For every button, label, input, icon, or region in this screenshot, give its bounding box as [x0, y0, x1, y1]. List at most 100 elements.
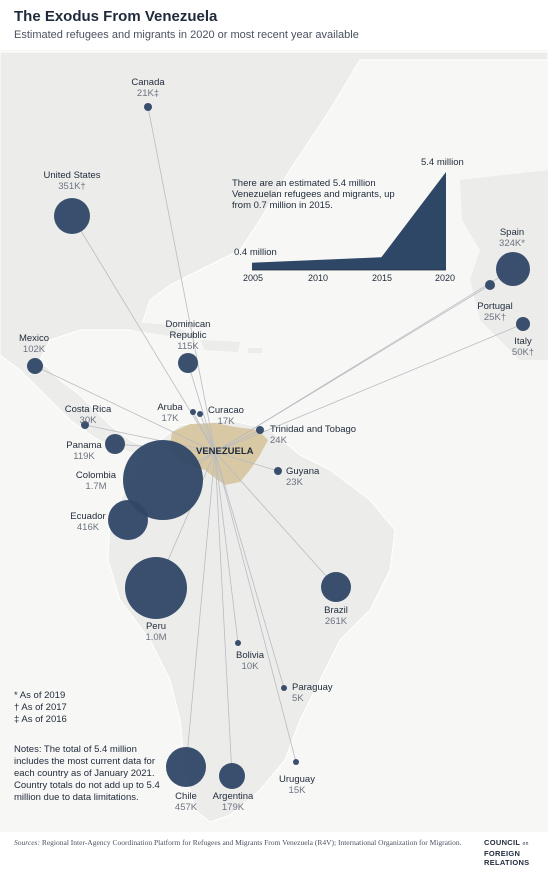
inset-min-label: 0.4 million: [234, 247, 277, 258]
country-label: Canada 21K‡: [131, 77, 164, 99]
footnotes: * As of 2019 † As of 2017 ‡ As of 2016: [14, 690, 67, 726]
country-name: Curacao: [208, 405, 244, 416]
country-value: 324K*: [499, 238, 525, 249]
country-name: Italy: [514, 336, 532, 347]
country-bubble: [108, 500, 148, 540]
country-value: 50K†: [511, 347, 535, 358]
country-name: Colombia: [75, 470, 117, 481]
country-value: 115K: [177, 341, 199, 352]
country-name: Chile: [175, 791, 197, 802]
country-bubble: [81, 421, 89, 429]
country-label: Chile 457K: [175, 791, 197, 813]
country-label: Spain 324K*: [499, 227, 525, 249]
flow-line: [199, 413, 216, 453]
country-value: 351K†: [58, 181, 86, 192]
country-label: Costa Rica 30K: [65, 404, 111, 426]
country-bubble: [125, 557, 187, 619]
country-name: Uruguay: [279, 774, 315, 785]
cfr-logo: COUNCIL on FOREIGN RELATIONS: [484, 838, 529, 867]
country-name: Panama: [66, 440, 102, 451]
flow-line: [185, 451, 216, 768]
country-bubble: [54, 198, 90, 234]
country-label: Brazil 261K: [324, 605, 348, 627]
country-value: 416K: [76, 522, 100, 533]
inset-tick: 2020: [435, 273, 456, 283]
country-name: United States: [43, 170, 101, 181]
country-label: Trinidad and Tobago 24K: [270, 424, 356, 446]
flow-line: [214, 451, 285, 689]
country-label: Dominican Republic 115K: [153, 319, 223, 352]
cuba-island: [110, 320, 200, 338]
country-name: Ecuador: [70, 511, 106, 522]
flow-line: [214, 451, 233, 777]
flow-line: [214, 284, 491, 453]
country-name: Aruba: [157, 402, 183, 413]
inset-tick: 2015: [372, 273, 393, 283]
country-bubble: [235, 640, 241, 646]
country-label: Ecuador 416K: [70, 511, 105, 533]
inset-tick: 2005: [243, 273, 264, 283]
north-america-landmass: [0, 51, 548, 456]
inset-tick: 2010: [308, 273, 329, 283]
flow-line: [214, 429, 261, 453]
country-bubble: [27, 358, 43, 374]
country-value: 23K: [286, 477, 303, 488]
flow-line: [214, 451, 337, 588]
country-label: Paraguay 5K: [292, 682, 333, 704]
country-value: 457K: [174, 802, 198, 813]
footnote: * As of 2019: [14, 690, 66, 701]
country-bubble: [321, 572, 351, 602]
country-value: 179K: [221, 802, 245, 813]
country-bubble: [190, 409, 196, 415]
country-bubble: [281, 685, 287, 691]
flow-line: [214, 451, 279, 472]
country-bubble: [178, 353, 198, 373]
country-label: Uruguay 15K: [279, 774, 315, 796]
country-name: Paraguay: [292, 682, 333, 693]
country-name: Guyana: [286, 466, 320, 477]
notes: Notes: The total of 5.4 million includes…: [14, 744, 160, 803]
country-label: Argentina 179K: [213, 791, 254, 813]
country-name: Dominican Republic: [165, 319, 211, 341]
country-value: 102K: [22, 344, 46, 355]
country-bubble: [496, 252, 530, 286]
country-value: 1.7M: [85, 481, 107, 492]
country-name: Argentina: [212, 791, 254, 802]
country-value: 25K†: [483, 312, 507, 323]
flow-line: [192, 411, 216, 453]
country-bubble: [485, 280, 495, 290]
country-name: Mexico: [18, 333, 50, 344]
country-value: 30K: [79, 415, 97, 426]
country-bubble: [197, 411, 203, 417]
country-name: Peru: [145, 621, 167, 632]
country-label: Guyana 23K: [286, 466, 319, 488]
country-bubbles: [27, 103, 530, 789]
inset-text: There are an estimated 5.4 million Venez…: [232, 178, 395, 211]
flow-line: [187, 362, 216, 453]
logo-line1: COUNCIL: [484, 838, 521, 847]
south-america-landmass: [107, 419, 396, 823]
country-label: Colombia 1.7M: [76, 470, 116, 492]
page-subtitle: Estimated refugees and migrants in 2020 …: [14, 29, 359, 41]
country-name: Canada: [131, 77, 165, 88]
country-bubble: [123, 440, 203, 520]
country-label: Bolivia 10K: [236, 650, 264, 672]
country-value: 1.0M: [145, 632, 167, 643]
country-label: Mexico 102K: [19, 333, 49, 355]
logo-on: on: [522, 841, 529, 847]
flow-line: [214, 451, 239, 644]
flow-line: [214, 451, 297, 763]
country-value: 21K‡: [136, 88, 160, 99]
country-name: Spain: [499, 227, 525, 238]
country-label: Panama 119K: [66, 440, 101, 462]
puerto-rico-island: [248, 348, 262, 353]
sources-text: Regional Inter-Agency Coordination Platf…: [41, 838, 462, 847]
page-title: The Exodus From Venezuela: [14, 8, 218, 25]
inset-area-series: [252, 172, 446, 270]
country-bubble: [166, 747, 206, 787]
country-value: 261K: [324, 616, 348, 627]
country-bubble: [293, 759, 299, 765]
country-value: 10K: [241, 661, 259, 672]
country-bubble: [274, 467, 282, 475]
country-value: 119K: [73, 451, 95, 462]
